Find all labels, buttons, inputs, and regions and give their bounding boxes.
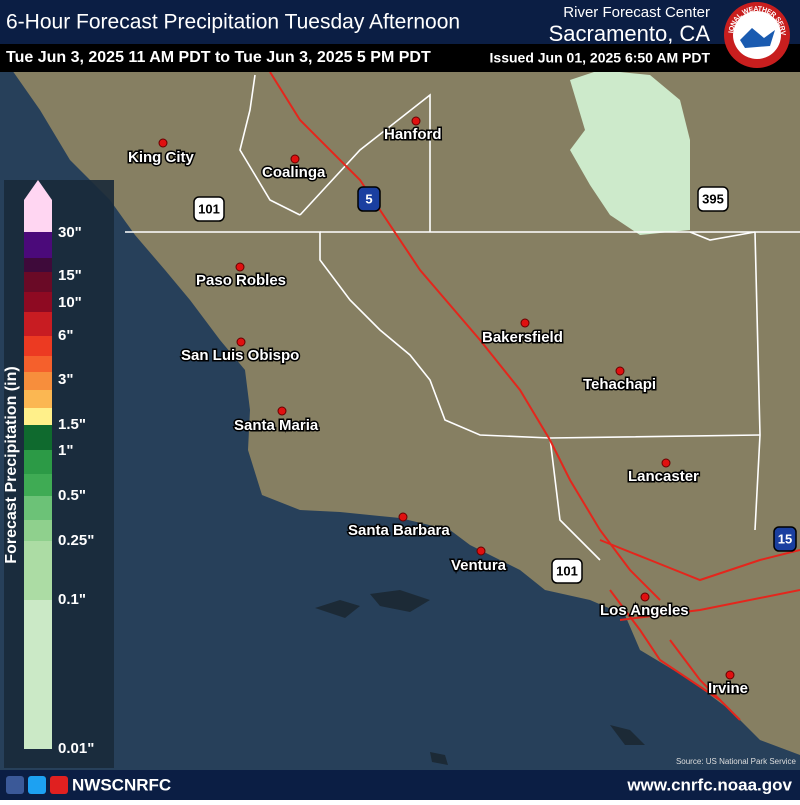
city-dot [640, 592, 650, 602]
city-dot [235, 262, 245, 272]
legend-label: 6" [58, 327, 73, 344]
legend-band [24, 474, 52, 496]
legend-label: 1.5" [58, 416, 86, 433]
roads [269, 71, 800, 721]
legend-band [24, 312, 52, 336]
city-dot [661, 458, 671, 468]
legend-band [24, 356, 52, 372]
shield [193, 196, 225, 222]
legend-band [24, 541, 52, 600]
shield [551, 558, 583, 584]
legend-label: 15" [58, 267, 82, 284]
city-dot [290, 154, 300, 164]
footer-bar [0, 770, 800, 800]
source: Source: US National Park Service [676, 757, 797, 766]
islands [315, 590, 645, 765]
legend-label: 1" [58, 442, 73, 459]
legend-label: 0.1" [58, 591, 86, 608]
legend-band [24, 200, 52, 232]
legend-label: 0.25" [58, 532, 94, 549]
legend-label: 0.5" [58, 487, 86, 504]
city-label: Irvine [708, 680, 748, 697]
legend-band [24, 336, 52, 356]
legend-label: 3" [58, 371, 73, 388]
city-dot [615, 366, 625, 376]
center: River Forecast Center [563, 4, 710, 21]
highway-shields: 5 101 395 101 15 [193, 186, 797, 584]
cities: King City Coalinga Hanford Paso Robles San L… [127, 116, 750, 698]
legend-arrow [24, 180, 52, 200]
location: Sacramento, CA [549, 21, 711, 46]
city-dot [411, 116, 421, 126]
header-bar [0, 0, 800, 44]
shield [773, 526, 797, 552]
city-dot [476, 546, 486, 556]
city-label: San Luis Obispo [181, 347, 299, 364]
legend-band [24, 372, 52, 390]
shield-label: 15 [778, 531, 792, 546]
city-label: Lancaster [628, 468, 699, 485]
legend: Forecast Precipitation (in) 30" 15" 10" 6" 3… [3, 180, 114, 768]
legend-band [24, 496, 52, 520]
twitter-icon[interactable] [28, 776, 46, 794]
city-dot [520, 318, 530, 328]
legend-band [24, 258, 52, 272]
legend-label: 0.01" [58, 740, 94, 757]
issued: Issued Jun 01, 2025 6:50 AM PDT [490, 50, 711, 66]
city-label: Bakersfield [482, 329, 563, 346]
url[interactable]: www.cnrfc.noaa.gov [626, 775, 792, 794]
city-label: Ventura [451, 557, 507, 574]
city-label: King City [128, 149, 194, 166]
city-label: Hanford [384, 126, 442, 143]
legend-band [24, 520, 52, 541]
shield-label: 5 [365, 191, 372, 206]
legend-band [24, 408, 52, 425]
shield-label: 101 [198, 201, 220, 216]
period-bar [0, 44, 800, 72]
city-label: Santa Maria [234, 417, 319, 434]
city-label: Paso Robles [196, 272, 286, 289]
legend-band [24, 272, 52, 292]
city-dot [725, 670, 735, 680]
legend-box [4, 180, 114, 768]
title: 6-Hour Forecast Precipitation Tuesday Af… [6, 11, 460, 34]
legend-label: 30" [58, 224, 82, 241]
legend-band [24, 292, 52, 312]
legend-title: Forecast Precipitation (in) [3, 366, 20, 563]
period: Tue Jun 3, 2025 11 AM PDT to Tue Jun 3, … [6, 49, 431, 66]
handle: NWSCNRFC [72, 775, 171, 794]
city-dot [277, 406, 287, 416]
city-dot [398, 512, 408, 522]
county-lines [125, 74, 800, 561]
shield-label: 395 [702, 191, 724, 206]
city-label: Santa Barbara [348, 522, 450, 539]
city-label: Los Angeles [600, 602, 689, 619]
legend-band [24, 425, 52, 450]
shield-label: 101 [556, 563, 578, 578]
city-label: Coalinga [262, 164, 326, 181]
legend-label: 10" [58, 294, 82, 311]
legend-band [24, 390, 52, 408]
youtube-icon[interactable] [50, 776, 68, 794]
legend-band [24, 450, 52, 474]
legend-band [24, 232, 52, 258]
city-label: Tehachapi [583, 376, 656, 393]
city-dot [236, 337, 246, 347]
legend-band [24, 600, 52, 749]
city-dot [158, 138, 168, 148]
shield [697, 186, 729, 212]
precip-area [570, 70, 690, 235]
shield [357, 186, 381, 212]
ocean [0, 70, 800, 800]
facebook-icon[interactable] [6, 776, 24, 794]
